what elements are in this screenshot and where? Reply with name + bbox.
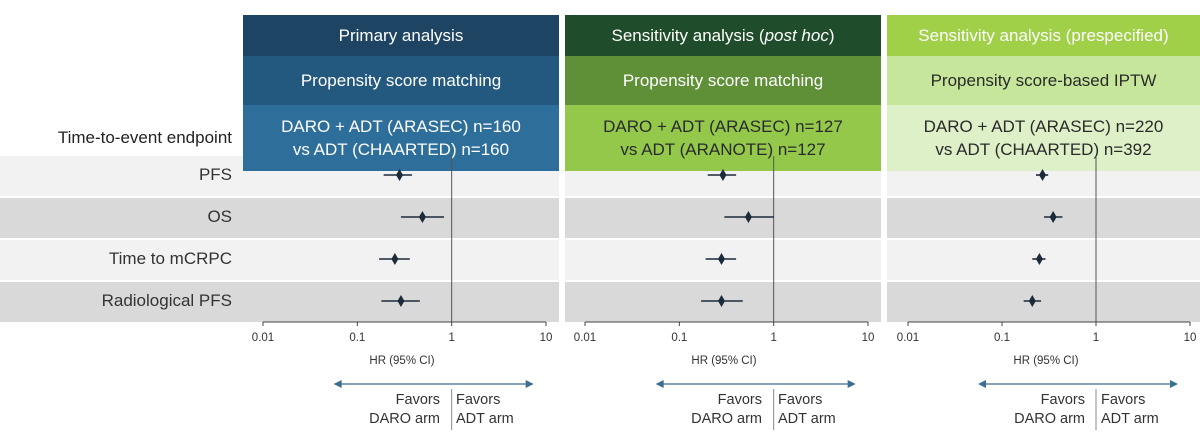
- panel-1-x-tick-label: 1: [448, 332, 454, 344]
- panel-2-point-estimate: [718, 295, 726, 307]
- panel-1-point-estimate: [397, 295, 405, 307]
- panel-2-point-estimate: [719, 169, 727, 181]
- panel-2-title-text: Sensitivity analysis (post hoc): [612, 26, 835, 46]
- panel-2-x-tick-label: 1: [770, 332, 776, 344]
- panel-1-method-text: Propensity score matching: [300, 70, 502, 90]
- panel-3-point-estimate: [1035, 253, 1043, 265]
- panel-3-x-tick-label: 10: [1184, 332, 1197, 344]
- panel-2-comparison-line2: vs ADT (ARANOTE) n=127: [620, 140, 826, 159]
- panel-3-comparison-line1: DARO + ADT (ARASEC) n=220: [923, 117, 1164, 136]
- row-band-os: [0, 198, 1200, 238]
- panel-2-method: Propensity score matching: [565, 56, 881, 105]
- panel-1-favors-arrowhead-left: [333, 380, 342, 388]
- panel-primary-analysis: Primary analysis Propensity score matchi…: [243, 15, 559, 171]
- panel-2-point-estimate: [744, 211, 752, 223]
- row-band-radiological-pfs: [0, 282, 1200, 322]
- panel-sensitivity-post-hoc: Sensitivity analysis (post hoc) Propensi…: [565, 15, 881, 171]
- panel-1-x-axis-label: HR (95% CI): [369, 355, 435, 367]
- panel-2-x-tick-label: 0.01: [574, 332, 596, 344]
- panel-1-title-text: Primary analysis: [338, 25, 464, 45]
- panel-sensitivity-prespecified: Sensitivity analysis (prespecified) Prop…: [887, 15, 1200, 171]
- panel-3-point-estimate: [1028, 295, 1036, 307]
- panel-3-favors-arrowhead-right: [1170, 380, 1178, 388]
- panel-2-title-end: ): [828, 25, 835, 45]
- panel-2-title-main: Sensitivity analysis (: [611, 25, 765, 45]
- panel-2-favors-adt: Favors ADT arm: [778, 392, 836, 427]
- panel-3-method-text: Propensity score-based IPTW: [930, 70, 1157, 90]
- row-label-radiological-pfs: Radiological PFS: [101, 291, 232, 310]
- panel-1-x-tick-label: 0.1: [349, 332, 365, 344]
- panel-1-x-tick-label: 10: [540, 332, 553, 344]
- panel-3-x-axis-label: HR (95% CI): [1013, 355, 1079, 367]
- panel-1-comparison-line2: vs ADT (CHAARTED) n=160: [292, 140, 510, 159]
- panel-2-comparison: DARO + ADT (ARASEC) n=127 vs ADT (ARANOT…: [565, 105, 881, 171]
- panel-3-x-tick-label: 0.01: [897, 332, 919, 344]
- panel-3-x-tick-label: 1: [1093, 332, 1099, 344]
- panel-1-favors-arrowhead-right: [525, 380, 534, 388]
- panel-2-x-tick-label: 0.1: [671, 332, 687, 344]
- panel-1-point-estimate: [418, 211, 426, 223]
- panel-3-title: Sensitivity analysis (prespecified): [887, 15, 1200, 56]
- panel-3-comparison: DARO + ADT (ARASEC) n=220 vs ADT (CHAART…: [887, 105, 1200, 171]
- panel-1-point-estimate: [396, 169, 404, 181]
- panel-2-favors-arrowhead-left: [655, 380, 664, 388]
- panel-3-favors-daro: Favors DARO arm: [1014, 392, 1085, 427]
- panel-2-x-tick-label: 10: [862, 332, 875, 344]
- panel-3-favors-arrowhead-left: [978, 380, 986, 388]
- panel-1-x-tick-label: 0.01: [252, 332, 274, 344]
- panel-1-method: Propensity score matching: [243, 56, 559, 105]
- panel-3-favors-adt: Favors ADT arm: [1101, 392, 1159, 427]
- panel-2-favors-daro: Favors DARO arm: [691, 392, 762, 427]
- row-label-time-to-mcrpc: Time to mCRPC: [108, 249, 232, 268]
- panel-1-title: Primary analysis: [243, 15, 559, 56]
- panel-2-title: Sensitivity analysis (post hoc): [565, 15, 881, 56]
- panel-2-favors-arrowhead-right: [847, 380, 856, 388]
- panel-3-point-estimate: [1049, 211, 1057, 223]
- panel-1-favors-adt: Favors ADT arm: [456, 392, 514, 427]
- panel-1-favors-daro: Favors DARO arm: [369, 392, 440, 427]
- panel-2-point-estimate: [718, 253, 726, 265]
- panel-3-point-estimate: [1039, 169, 1047, 181]
- panel-2-title-italic: post hoc: [764, 25, 829, 45]
- panel-separator-1: [559, 15, 565, 342]
- panel-2-x-axis-label: HR (95% CI): [691, 355, 757, 367]
- panel-2-method-text: Propensity score matching: [622, 70, 824, 90]
- panel-1-comparison-line1: DARO + ADT (ARASEC) n=160: [281, 117, 521, 136]
- endpoint-column-header: Time-to-event endpoint: [57, 128, 232, 147]
- row-label-pfs: PFS: [198, 165, 232, 184]
- panel-separator-2: [881, 15, 887, 342]
- panel-3-comparison-line2: vs ADT (CHAARTED) n=392: [935, 140, 1152, 159]
- row-band-time-to-mcrpc: [0, 240, 1200, 280]
- panel-3-x-tick-label: 0.1: [994, 332, 1010, 344]
- panel-2-comparison-line1: DARO + ADT (ARASEC) n=127: [603, 117, 843, 136]
- row-label-os: OS: [207, 207, 232, 226]
- panel-3-method: Propensity score-based IPTW: [887, 56, 1200, 105]
- panel-1-point-estimate: [391, 253, 399, 265]
- panel-3-title-text: Sensitivity analysis (prespecified): [918, 25, 1169, 45]
- panel-1-comparison: DARO + ADT (ARASEC) n=160 vs ADT (CHAART…: [243, 105, 559, 171]
